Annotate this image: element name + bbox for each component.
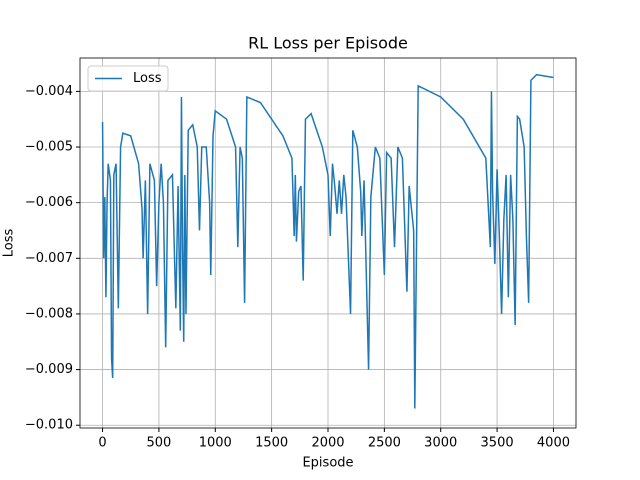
y-tick-label: −0.006 [25,195,73,210]
x-tick-label: 0 [98,436,106,451]
chart-title: RL Loss per Episode [248,34,408,53]
y-tick-label: −0.004 [25,84,73,99]
legend-label: Loss [133,71,162,86]
x-tick-label: 500 [146,436,171,451]
x-tick-label: 4000 [537,436,570,451]
y-tick-label: −0.008 [25,306,73,321]
x-tick-label: 2000 [311,436,344,451]
x-tick-label: 2500 [368,436,401,451]
plot-frame [79,57,577,429]
y-tick-label: −0.010 [25,418,73,433]
y-tick-label: −0.009 [25,362,73,377]
legend-box [87,65,169,92]
y-axis-label: Loss [2,229,17,258]
x-tick-label: 1000 [199,436,232,451]
x-tick-label: 1500 [255,436,288,451]
x-axis-label: Episode [302,456,353,471]
x-tick-label: 3000 [424,436,457,451]
y-tick-label: −0.005 [25,140,73,155]
line-series [101,73,554,409]
y-tick-label: −0.007 [25,251,73,266]
x-tick-label: 3500 [481,436,514,451]
